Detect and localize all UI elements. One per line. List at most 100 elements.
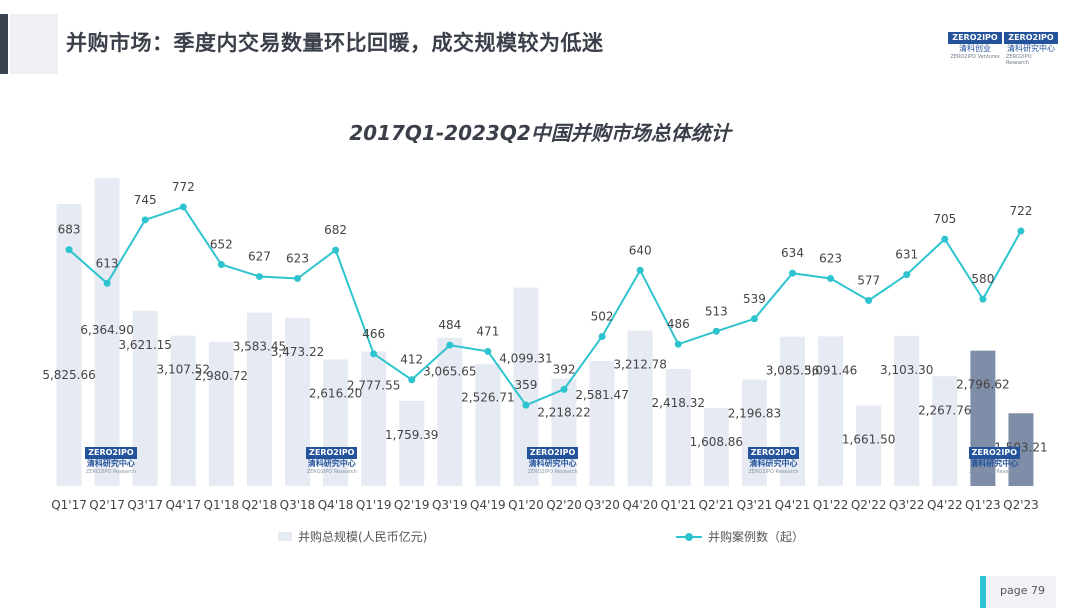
bar-value-label: 3,473.22 <box>271 345 324 359</box>
bar <box>285 317 310 486</box>
x-tick-label: Q3'18 <box>280 498 316 512</box>
watermark-name: 清科研究中心 <box>307 459 356 468</box>
watermark-name: 清科研究中心 <box>970 459 1019 468</box>
bar <box>780 336 805 486</box>
line-point <box>141 216 149 224</box>
line-value-label: 640 <box>629 243 652 257</box>
x-tick-label: Q4'18 <box>318 498 354 512</box>
page-number-bg <box>986 576 1056 608</box>
bar-value-label: 2,267.76 <box>918 403 971 417</box>
x-tick-label: Q1'19 <box>356 498 392 512</box>
line-value-label: 359 <box>515 378 538 392</box>
line-value-label: 471 <box>476 324 499 338</box>
watermark-sub: ZERO2IPO Research <box>306 469 357 475</box>
bar <box>741 379 767 486</box>
watermark-mark: ZERO2IPO <box>747 447 800 459</box>
line-value-label: 486 <box>667 317 690 331</box>
bar-value-label: 2,616.20 <box>309 386 362 400</box>
bar-value-label: 5,825.66 <box>42 368 95 382</box>
line-value-label: 580 <box>971 272 994 286</box>
x-tick-label: Q4'19 <box>470 498 506 512</box>
line-value-label: 745 <box>134 193 157 207</box>
line-point <box>941 235 949 243</box>
x-tick-label: Q4'22 <box>927 498 963 512</box>
bar <box>94 178 120 486</box>
watermark-logo: ZERO2IPO 清科研究中心 ZERO2IPO Research <box>523 447 583 475</box>
legend-item-line: 并购案例数（起） <box>676 528 804 545</box>
line-value-label: 631 <box>895 248 918 262</box>
line-value-label: 466 <box>362 327 385 341</box>
bar-value-label: 1,608.86 <box>690 435 743 449</box>
legend-item-bar: 并购总规模(人民币亿元) <box>278 528 427 545</box>
line-point <box>560 385 568 393</box>
legend-line-swatch <box>676 532 702 541</box>
x-tick-label: Q1'22 <box>813 498 849 512</box>
logo-sub: ZERO2IPO Research <box>1006 54 1032 66</box>
line-point <box>255 273 263 281</box>
bar <box>208 341 234 486</box>
page-title: 并购市场：季度内交易数量环比回暖，成交规模较为低迷 <box>66 31 604 55</box>
line-value-label: 392 <box>553 362 576 376</box>
x-tick-label: Q2'20 <box>546 498 582 512</box>
bar-value-label: 2,418.32 <box>652 396 705 410</box>
watermark-name: 清科研究中心 <box>86 459 135 468</box>
bar <box>856 405 882 486</box>
line-value-label: 682 <box>324 223 347 237</box>
watermark-logo: ZERO2IPO 清科研究中心 ZERO2IPO Research <box>302 447 362 475</box>
bar <box>703 408 729 486</box>
bar-value-label: 2,980.72 <box>195 369 248 383</box>
line-value-label: 484 <box>438 318 461 332</box>
page-number: page 79 <box>1000 584 1045 597</box>
x-tick-label: Q3'19 <box>432 498 468 512</box>
x-tick-label: Q4'20 <box>622 498 658 512</box>
bar <box>323 359 349 486</box>
bar <box>551 378 577 486</box>
line-point <box>1017 227 1025 235</box>
x-tick-label: Q2'22 <box>851 498 887 512</box>
line-value-label: 623 <box>819 251 842 265</box>
bar <box>665 368 691 486</box>
bar-value-label: 3,085.56 <box>766 364 819 378</box>
legend-line-label: 并购案例数（起） <box>708 530 805 544</box>
header-logos: ZERO2IPO 清科创业 ZERO2IPO Ventures ZERO2IPO… <box>948 32 1058 66</box>
bar-value-label: 2,218.22 <box>537 406 590 420</box>
watermark-logo: ZERO2IPO 清科研究中心 ZERO2IPO Research <box>743 447 803 475</box>
line-value-label: 627 <box>248 250 271 264</box>
line-point <box>217 261 225 269</box>
bar <box>818 336 844 486</box>
line-point <box>598 333 606 341</box>
line-value-label: 613 <box>96 256 119 270</box>
watermark-sub: ZERO2IPO Research <box>748 469 799 475</box>
bar-value-label: 6,364.90 <box>80 323 133 337</box>
x-tick-label: Q4'21 <box>775 498 811 512</box>
watermark-sub: ZERO2IPO Research <box>969 469 1020 475</box>
watermark-sub: ZERO2IPO Research <box>527 469 578 475</box>
line-value-label: 634 <box>781 246 804 260</box>
bar <box>246 312 272 486</box>
bar <box>132 310 158 486</box>
line-point <box>103 279 111 287</box>
x-tick-label: Q3'21 <box>737 498 773 512</box>
logo-name: 清科创业 <box>959 44 991 53</box>
line-value-label: 683 <box>58 223 81 237</box>
line-point <box>332 246 340 254</box>
bar-value-label: 1,759.39 <box>385 428 438 442</box>
bar <box>361 351 387 486</box>
line-value-label: 722 <box>1010 204 1033 218</box>
zero2ipo-research-logo: ZERO2IPO 清科研究中心 ZERO2IPO Research <box>1004 32 1058 66</box>
bar-value-label: 3,583.45 <box>233 340 286 354</box>
line-point <box>750 315 758 323</box>
watermark-logo: ZERO2IPO 清科研究中心 ZERO2IPO Research <box>81 447 141 475</box>
line-value-label: 539 <box>743 292 766 306</box>
line-value-label: 623 <box>286 251 309 265</box>
bar-value-label: 2,196.83 <box>728 407 781 421</box>
zero2ipo-ventures-logo: ZERO2IPO 清科创业 ZERO2IPO Ventures <box>948 32 1002 66</box>
bar-value-label: 1,661.50 <box>842 433 895 447</box>
line-point <box>446 341 454 349</box>
watermark-mark: ZERO2IPO <box>968 447 1021 459</box>
line-point <box>636 266 644 274</box>
line-point <box>370 350 378 358</box>
legend-bar-swatch <box>278 532 292 541</box>
bar <box>970 350 996 486</box>
